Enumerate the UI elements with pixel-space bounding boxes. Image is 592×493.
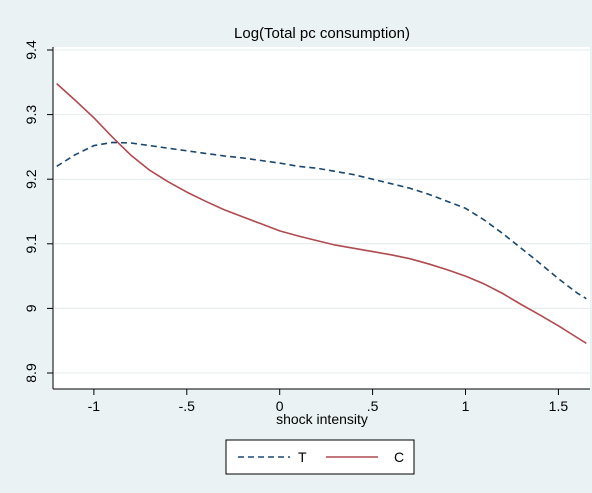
y-tick-label: 9.4 — [23, 40, 39, 60]
grid-lines — [54, 49, 590, 374]
x-tick-label: .5 — [367, 398, 379, 414]
y-tick-label: 9.3 — [23, 105, 39, 125]
plot-area — [53, 47, 590, 389]
chart-title: Log(Total pc consumption) — [234, 25, 410, 42]
x-tick-label: 1 — [462, 398, 470, 414]
x-tick-label: -1 — [88, 398, 101, 414]
legend-label-t: T — [298, 449, 307, 465]
y-tick-label: 9.1 — [23, 234, 39, 254]
legend-label-c: C — [394, 449, 404, 465]
x-tick-label: 0 — [276, 398, 284, 414]
x-axis-label: shock intensity — [276, 411, 368, 427]
y-axis: 8.9 9 9.1 9.2 9.3 9.4 — [23, 40, 54, 389]
x-axis: -1 -.5 0 .5 1 1.5 — [53, 388, 590, 414]
series-lines — [56, 83, 587, 344]
legend-box — [225, 439, 415, 475]
series-line-t — [56, 141, 587, 300]
y-tick-label: 9 — [23, 304, 39, 312]
y-tick-label: 8.9 — [23, 363, 39, 383]
x-tick-label: 1.5 — [549, 398, 569, 414]
y-tick-label: 9.2 — [23, 169, 39, 189]
x-tick-label: -.5 — [179, 398, 196, 414]
series-line-c — [56, 83, 587, 344]
